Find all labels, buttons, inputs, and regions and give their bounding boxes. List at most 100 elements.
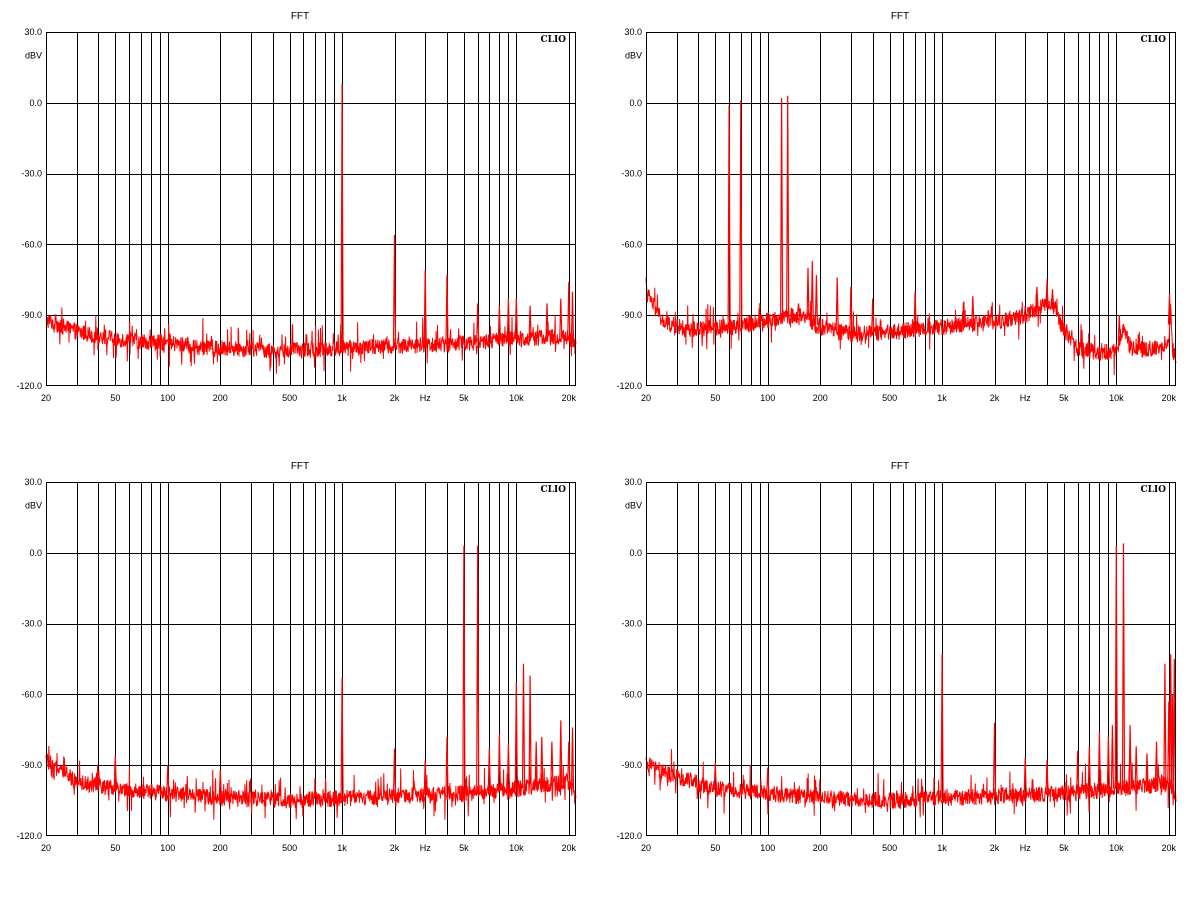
chart-title: FFT bbox=[891, 11, 909, 22]
spectral-peak bbox=[423, 760, 427, 795]
spectral-peak bbox=[462, 545, 466, 794]
spectral-peak bbox=[476, 545, 480, 793]
y-tick-label: -60.0 bbox=[21, 689, 42, 699]
x-tick-label: 5k bbox=[459, 393, 469, 403]
spectral-peak bbox=[810, 260, 814, 323]
spectral-peak bbox=[1128, 725, 1132, 788]
spectral-peak bbox=[1163, 663, 1167, 785]
spectral-peak bbox=[218, 769, 222, 799]
y-tick-label: 0.0 bbox=[29, 98, 42, 108]
x-tick-label: 5k bbox=[459, 843, 469, 853]
fft-chart-svg: FFT CLIO 30.0 0.0 -30.0 -60.0 -90.0 -120.0 dBV 20… bbox=[616, 11, 1177, 403]
spectral-peak bbox=[392, 748, 397, 796]
plot-frame bbox=[46, 482, 576, 836]
spectral-peak bbox=[1106, 736, 1110, 790]
y-tick-label: 0.0 bbox=[629, 548, 642, 558]
spectral-peak bbox=[739, 100, 743, 325]
spectral-peak bbox=[940, 654, 944, 799]
spectral-peak bbox=[340, 83, 344, 349]
x-tick-label: 20k bbox=[562, 393, 577, 403]
spectral-peak bbox=[476, 303, 480, 343]
x-tick-label: 2k bbox=[990, 843, 1000, 853]
spectral-peak bbox=[540, 736, 544, 786]
spectral-peak bbox=[514, 682, 518, 789]
spectral-peak bbox=[1076, 750, 1080, 793]
spectral-peak bbox=[1167, 293, 1172, 325]
fft-chart-4: FFT CLIO 30.0 0.0 -30.0 -60.0 -90.0 -120.0 dBV 20… bbox=[600, 450, 1200, 900]
spectral-peak bbox=[567, 741, 571, 782]
x-axis-unit: Hz bbox=[420, 843, 431, 853]
spectral-peak bbox=[913, 291, 917, 330]
x-tick-label: 10k bbox=[1109, 393, 1124, 403]
spectral-peak bbox=[487, 748, 491, 792]
y-tick-label: 30.0 bbox=[624, 27, 642, 37]
x-tick-label: 500 bbox=[282, 843, 297, 853]
spectral-peak bbox=[727, 105, 731, 328]
chart-title: FFT bbox=[891, 461, 909, 472]
y-tick-label: -120.0 bbox=[616, 381, 642, 391]
spectral-peak bbox=[1045, 760, 1049, 795]
brand-label: CLIO bbox=[1140, 35, 1166, 45]
spectral-peak bbox=[559, 298, 563, 337]
fft-chart-svg: FFT CLIO 30.0 0.0 -30.0 -60.0 -90.0 -120.0 dBV 20… bbox=[16, 11, 577, 403]
spectral-peak bbox=[1087, 746, 1091, 792]
y-tick-label: -30.0 bbox=[621, 619, 642, 629]
spectral-peak bbox=[392, 234, 397, 346]
spectral-peak bbox=[534, 741, 538, 787]
x-tick-label: 2k bbox=[390, 393, 400, 403]
spectral-peak bbox=[559, 720, 563, 783]
spectral-peak bbox=[1134, 746, 1138, 788]
y-tick-label: -90.0 bbox=[621, 310, 642, 320]
x-tick-label: 50 bbox=[110, 843, 120, 853]
plot-frame bbox=[46, 32, 576, 386]
spectral-peak bbox=[1035, 286, 1039, 309]
y-tick-label: -30.0 bbox=[621, 169, 642, 179]
y-tick-label: -30.0 bbox=[21, 169, 42, 179]
spectral-peak bbox=[521, 663, 526, 788]
fft-chart-svg: FFT CLIO 30.0 0.0 -30.0 -60.0 -90.0 -120.0 dBV 20… bbox=[616, 461, 1177, 853]
noise-floor-trace bbox=[645, 277, 1177, 376]
x-tick-label: 50 bbox=[710, 843, 720, 853]
spectral-peak bbox=[849, 286, 853, 335]
y-tick-label: -60.0 bbox=[621, 689, 642, 699]
spectral-peak bbox=[1169, 654, 1173, 788]
spectral-peak bbox=[814, 275, 818, 325]
spectral-peak bbox=[497, 305, 501, 341]
x-tick-label: 20 bbox=[41, 843, 51, 853]
y-axis-unit: dBV bbox=[25, 51, 42, 61]
spectral-peak bbox=[1023, 758, 1027, 795]
spectral-peak bbox=[113, 755, 117, 789]
x-tick-label: 2k bbox=[990, 393, 1000, 403]
y-axis-unit: dBV bbox=[25, 501, 42, 511]
x-tick-label: 100 bbox=[760, 843, 775, 853]
x-tick-label: 1k bbox=[337, 393, 347, 403]
x-tick-label: 10k bbox=[509, 393, 524, 403]
x-tick-label: 2k bbox=[390, 843, 400, 853]
spectral-peak bbox=[835, 277, 839, 331]
x-tick-label: 20k bbox=[1162, 843, 1177, 853]
x-tick-label: 1k bbox=[937, 843, 947, 853]
x-tick-label: 100 bbox=[160, 393, 175, 403]
spectral-peak bbox=[780, 98, 784, 318]
spectral-peak bbox=[550, 741, 554, 785]
x-axis-unit: Hz bbox=[1020, 843, 1031, 853]
spectral-peak bbox=[1114, 545, 1118, 789]
spectral-peak bbox=[514, 298, 518, 339]
spectral-peak bbox=[528, 675, 532, 787]
spectral-peak bbox=[570, 727, 575, 790]
spectral-peak bbox=[871, 298, 875, 333]
spectral-peak bbox=[1050, 289, 1055, 307]
x-tick-label: 1k bbox=[337, 843, 347, 853]
spectral-peak bbox=[340, 677, 344, 799]
x-axis-unit: Hz bbox=[1020, 393, 1031, 403]
spectral-peak bbox=[423, 270, 427, 345]
y-tick-label: -120.0 bbox=[16, 381, 42, 391]
spectral-peak bbox=[806, 267, 810, 321]
spectral-peak bbox=[497, 734, 501, 791]
x-tick-label: 50 bbox=[710, 393, 720, 403]
spectral-peak bbox=[1145, 753, 1149, 787]
x-tick-label: 5k bbox=[1059, 843, 1069, 853]
x-tick-label: 50 bbox=[110, 393, 120, 403]
x-tick-label: 500 bbox=[282, 393, 297, 403]
spectral-peak bbox=[1110, 725, 1114, 790]
